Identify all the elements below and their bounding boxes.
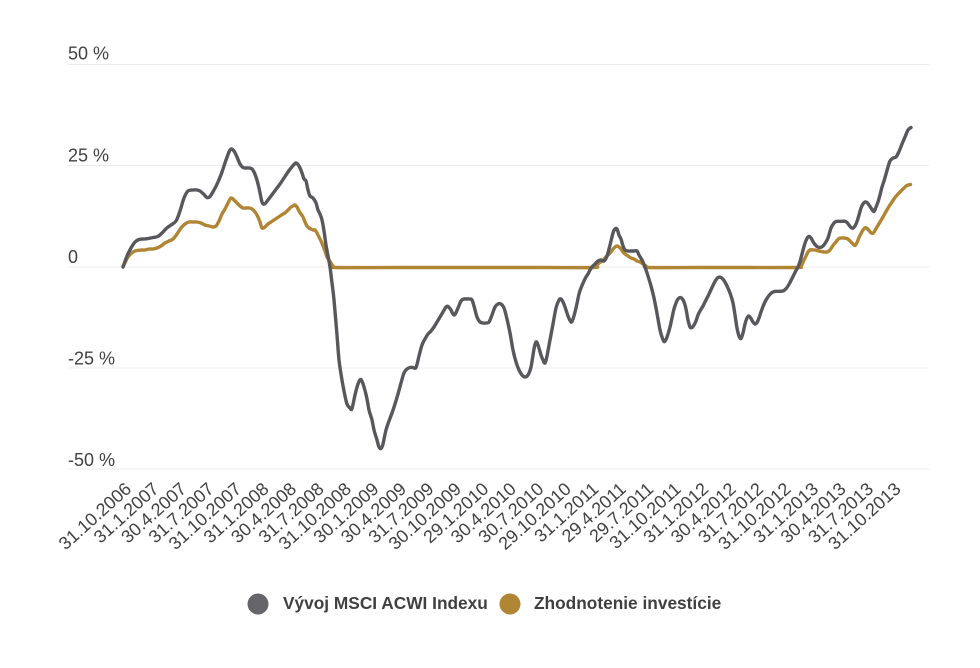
svg-text:50 %: 50 % [68,44,109,64]
svg-text:Vývoj MSCI ACWI Indexu: Vývoj MSCI ACWI Indexu [283,593,488,613]
svg-text:-25 %: -25 % [68,349,115,369]
svg-text:-50 %: -50 % [68,450,115,470]
svg-text:0: 0 [68,247,78,267]
svg-text:25 %: 25 % [68,146,109,166]
svg-text:Zhodnotenie investície: Zhodnotenie investície [534,593,722,613]
